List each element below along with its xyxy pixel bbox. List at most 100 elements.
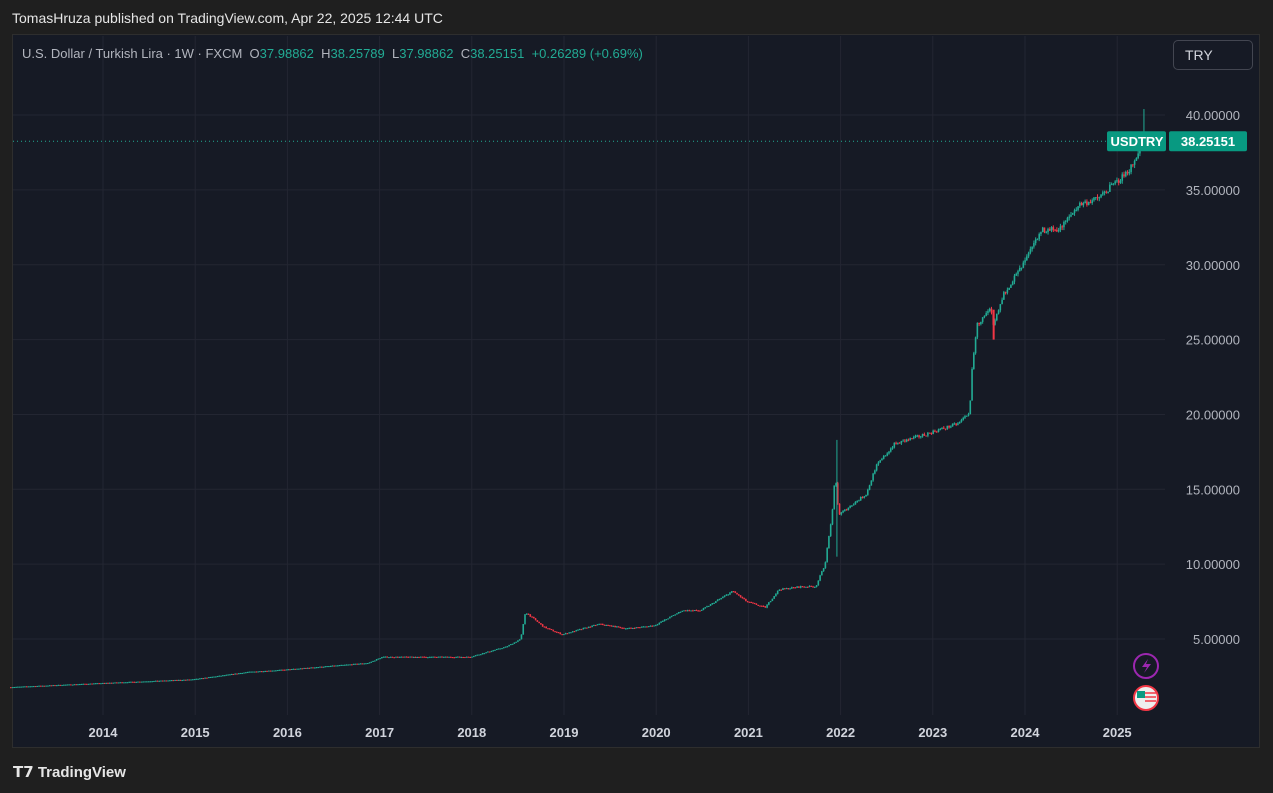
candle-body [259, 671, 261, 673]
candle-body [614, 625, 616, 628]
candle-body [275, 670, 277, 672]
chart-frame[interactable] [12, 34, 1260, 748]
candle-body [495, 649, 498, 651]
candle-body [918, 435, 920, 437]
candle-body [264, 670, 267, 672]
candle-body [133, 681, 136, 683]
candle-body [637, 627, 639, 629]
candle-body [504, 646, 507, 648]
candle-body [379, 658, 381, 660]
candle-body [596, 624, 599, 626]
candle-body [898, 442, 901, 444]
brand-label: TradingView [37, 764, 126, 781]
candle-body [163, 680, 166, 682]
candle-body [50, 685, 53, 687]
candle-body [361, 663, 364, 665]
candle-body [290, 669, 293, 671]
y-tick-label: 10.00000 [1186, 557, 1240, 572]
y-tick-label: 20.00000 [1186, 407, 1240, 422]
candle-body [1132, 164, 1134, 166]
candle-body [206, 677, 208, 679]
candle-body [1020, 267, 1023, 269]
candle-body [458, 656, 461, 658]
candle-body [607, 624, 609, 626]
candle-body [928, 432, 931, 434]
candle-body [1124, 171, 1127, 177]
candle-body [794, 587, 797, 589]
candle-body [345, 664, 348, 666]
candle-body [563, 634, 565, 636]
candle-body [951, 423, 954, 427]
candle-body [722, 596, 724, 599]
candle-body [356, 663, 358, 665]
candle-body [953, 423, 956, 425]
candle-body [960, 419, 963, 422]
candle-body [550, 629, 553, 631]
candle-body [822, 568, 825, 572]
candle-body [554, 631, 556, 633]
candle-body [964, 416, 966, 418]
candle-body [518, 639, 521, 641]
candle-body [199, 678, 201, 680]
candle-body [137, 681, 139, 683]
candle-body [672, 615, 675, 617]
candle-body [838, 503, 841, 515]
candle-body [658, 622, 661, 625]
currency-button[interactable]: TRY [1173, 40, 1253, 70]
candle-body [59, 684, 62, 686]
high-label: H [321, 46, 331, 61]
candle-body [324, 666, 327, 668]
candle-body [207, 677, 210, 679]
candle-body [476, 654, 479, 656]
candle-body [1038, 234, 1040, 240]
candle-body [623, 627, 625, 629]
candle-body [82, 683, 85, 685]
candle-body [545, 626, 548, 629]
candle-body [745, 599, 747, 602]
candle-body [533, 616, 535, 619]
candle-body [434, 656, 436, 658]
candle-body [75, 684, 77, 686]
candle-body [209, 676, 212, 678]
candle-body [481, 653, 484, 655]
candle-body [229, 674, 231, 676]
y-tick-label: 5.00000 [1193, 632, 1240, 647]
y-tick-label: 30.00000 [1186, 258, 1240, 273]
candle-body [775, 593, 777, 597]
candle-body [570, 632, 572, 634]
candle-body [487, 651, 489, 653]
candle-body [61, 685, 63, 687]
candle-body [108, 682, 111, 684]
tradingview-logo[interactable]: 𝗧𝟳 TradingView [13, 763, 126, 781]
candle-body [488, 651, 491, 653]
x-tick-label: 2015 [181, 725, 210, 740]
candle-body [18, 686, 21, 688]
candle-body [149, 681, 152, 683]
candle-body [617, 626, 620, 628]
candle-body [319, 666, 321, 668]
symbol-title: U.S. Dollar / Turkish Lira · 1W · FXCM [22, 46, 243, 61]
candle-body [271, 670, 274, 672]
candle-body [253, 671, 256, 673]
candle-body [578, 629, 581, 631]
candle-body [513, 642, 516, 644]
candle-body [381, 657, 383, 659]
candle-body [151, 681, 153, 683]
candle-body [1079, 202, 1081, 207]
candle-body [529, 614, 532, 617]
candle-body [540, 623, 542, 625]
candle-body [502, 647, 505, 649]
candle-body [677, 612, 680, 614]
candle-body [1133, 160, 1136, 165]
candle-body [338, 665, 341, 667]
candle-body [252, 671, 254, 673]
candle-body [96, 683, 99, 685]
y-tick-label: 35.00000 [1186, 183, 1240, 198]
candle-body [70, 684, 72, 686]
candle-body [939, 429, 942, 431]
candle-body [227, 674, 229, 676]
candle-body [154, 680, 157, 682]
candle-body [444, 656, 447, 658]
candle-body [93, 683, 95, 685]
